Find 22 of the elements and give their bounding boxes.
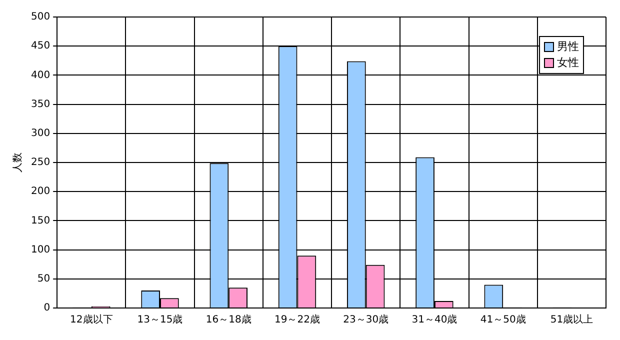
y-tick-label: 300 <box>30 128 50 139</box>
y-tick-label: 450 <box>30 40 50 52</box>
x-tick-label: 23～30歳 <box>343 314 389 326</box>
x-tick-label: 41～50歳 <box>480 314 526 326</box>
legend-label: 女性 <box>557 55 579 71</box>
y-tick-label: 50 <box>37 273 50 284</box>
y-axis-title: 人数 <box>12 152 24 172</box>
x-tick-label: 13～15歳 <box>137 314 183 326</box>
y-tick-label: 400 <box>30 70 50 81</box>
y-tick-label: 150 <box>30 215 50 226</box>
y-tick-label: 500 <box>30 12 50 23</box>
y-tick-label: 100 <box>30 244 50 256</box>
y-tick-label: 350 <box>30 98 50 110</box>
legend-label: 男性 <box>557 39 579 55</box>
y-tick-label: 0 <box>44 302 50 314</box>
y-tick-label: 250 <box>30 157 50 168</box>
x-tick-label: 16～18歳 <box>206 314 252 326</box>
x-tick-label: 12歳以下 <box>70 314 113 326</box>
x-tick-label: 51歳以上 <box>550 314 594 326</box>
y-tick-label: 200 <box>30 186 50 198</box>
x-tick-label: 31～40歳 <box>412 314 458 326</box>
x-tick-label: 19～22歳 <box>274 314 320 326</box>
